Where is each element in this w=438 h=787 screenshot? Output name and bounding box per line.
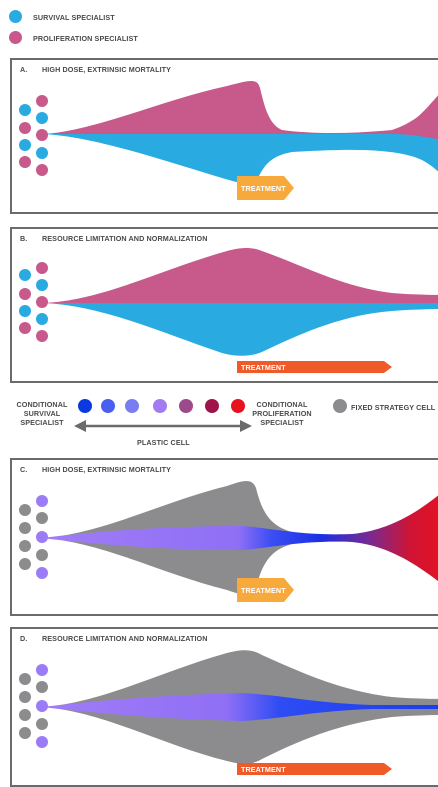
fixed-population-lower-shape [42,538,292,595]
fixed-population-upper-shape [42,650,438,707]
proliferation-legend-label: PROLIFERATION SPECIALIST [33,34,138,43]
proliferation-cell [36,262,48,274]
plastic-cell [36,700,48,712]
conditional-proliferation-label: CONDITIONAL PROLIFERATION SPECIALIST [252,400,312,427]
survival-cell [36,147,48,159]
fixed-population-lower-shape [42,707,438,764]
panel-a-letter: A. [20,65,28,74]
proliferation-cell [19,122,31,134]
panel-b-title: RESOURCE LIMITATION AND NORMALIZATION [42,234,208,243]
plastic-population-shape [42,693,438,721]
panel-b-diagram [42,248,438,373]
fixed-cell [19,504,31,516]
proliferation-tail-shape [392,97,438,140]
proliferation-cell [36,95,48,107]
survival-population-shape [42,134,438,184]
plastic-cell [36,567,48,579]
plastic-cell-dot [153,399,167,413]
panel-d: D. RESOURCE LIMITATION AND NORMALIZATION… [10,627,438,787]
panel-d-title: RESOURCE LIMITATION AND NORMALIZATION [42,634,208,643]
panel-c-treatment-label: TREATMENT [241,586,286,595]
fixed-cell [19,673,31,685]
survival-population-shape [42,303,438,356]
survival-cell [19,104,31,116]
panel-b-letter: B. [20,234,28,243]
plastic-cell-dot [78,399,92,413]
panel-a-title: HIGH DOSE, EXTRINSIC MORTALITY [42,65,172,74]
survival-cell [19,269,31,281]
plastic-cell-dot [179,399,193,413]
proliferation-population-shape [42,248,438,303]
panel-c-letter: C. [20,465,28,474]
survival-cell [19,305,31,317]
panel-c-diagram [42,481,438,602]
fixed-cell [19,558,31,570]
proliferation-population-shape [42,81,438,134]
plastic-cell-dot [231,399,245,413]
panel-a-treatment-label: TREATMENT [241,184,286,193]
proliferation-cell [36,164,48,176]
fixed-cell [19,522,31,534]
fixed-cell [36,512,48,524]
treatment-arrow-shape [237,176,294,200]
plastic-cell-label: PLASTIC CELL [137,438,190,447]
fixed-cell [19,540,31,552]
panel-d-letter: D. [20,634,28,643]
fixed-cell [19,691,31,703]
proliferation-cell [36,129,48,141]
survival-legend-label: SURVIVAL SPECIALIST [33,13,115,22]
survival-legend-dot [9,10,22,23]
plastic-cell-dot [205,399,219,413]
fixed-population-upper-shape [42,481,292,538]
panel-d-diagram [42,650,438,775]
treatment-arrow-shape [237,763,392,775]
fixed-cell [36,549,48,561]
proliferation-cell [36,330,48,342]
panel-b: B. RESOURCE LIMITATION AND NORMALIZATION… [10,227,438,383]
panel-a-diagram [42,81,438,200]
plastic-cell [36,736,48,748]
fixed-cell [19,709,31,721]
fixed-cell [19,727,31,739]
fixed-strategy-label: FIXED STRATEGY CELL [351,403,436,412]
conditional-survival-label: CONDITIONAL SURVIVAL SPECIALIST [16,400,68,427]
fixed-strategy-dot [333,399,347,413]
panel-d-treatment-label: TREATMENT [241,765,286,774]
plastic-cell-dot [125,399,139,413]
panel-a: A. HIGH DOSE, EXTRINSIC MORTALITY TREATM… [10,58,438,214]
treatment-arrow-shape [237,361,392,373]
panel-c: C. HIGH DOSE, EXTRINSIC MORTALITY TREATM… [10,458,438,616]
fixed-cell [36,681,48,693]
panel-c-title: HIGH DOSE, EXTRINSIC MORTALITY [42,465,172,474]
proliferation-cell [19,156,31,168]
survival-cell [36,313,48,325]
double-arrow-icon [74,420,252,432]
proliferation-cell [36,296,48,308]
treatment-arrow-shape [237,578,294,602]
plastic-cell-dot [101,399,115,413]
survival-cell [19,139,31,151]
proliferation-legend-dot [9,31,22,44]
proliferation-cell [19,322,31,334]
survival-cell [36,279,48,291]
plastic-cell [36,664,48,676]
plastic-population-shape [42,495,438,582]
fixed-cell [36,718,48,730]
panel-b-treatment-label: TREATMENT [241,363,286,372]
plastic-cell [36,495,48,507]
plastic-cell [36,531,48,543]
survival-cell [36,112,48,124]
proliferation-cell [19,288,31,300]
